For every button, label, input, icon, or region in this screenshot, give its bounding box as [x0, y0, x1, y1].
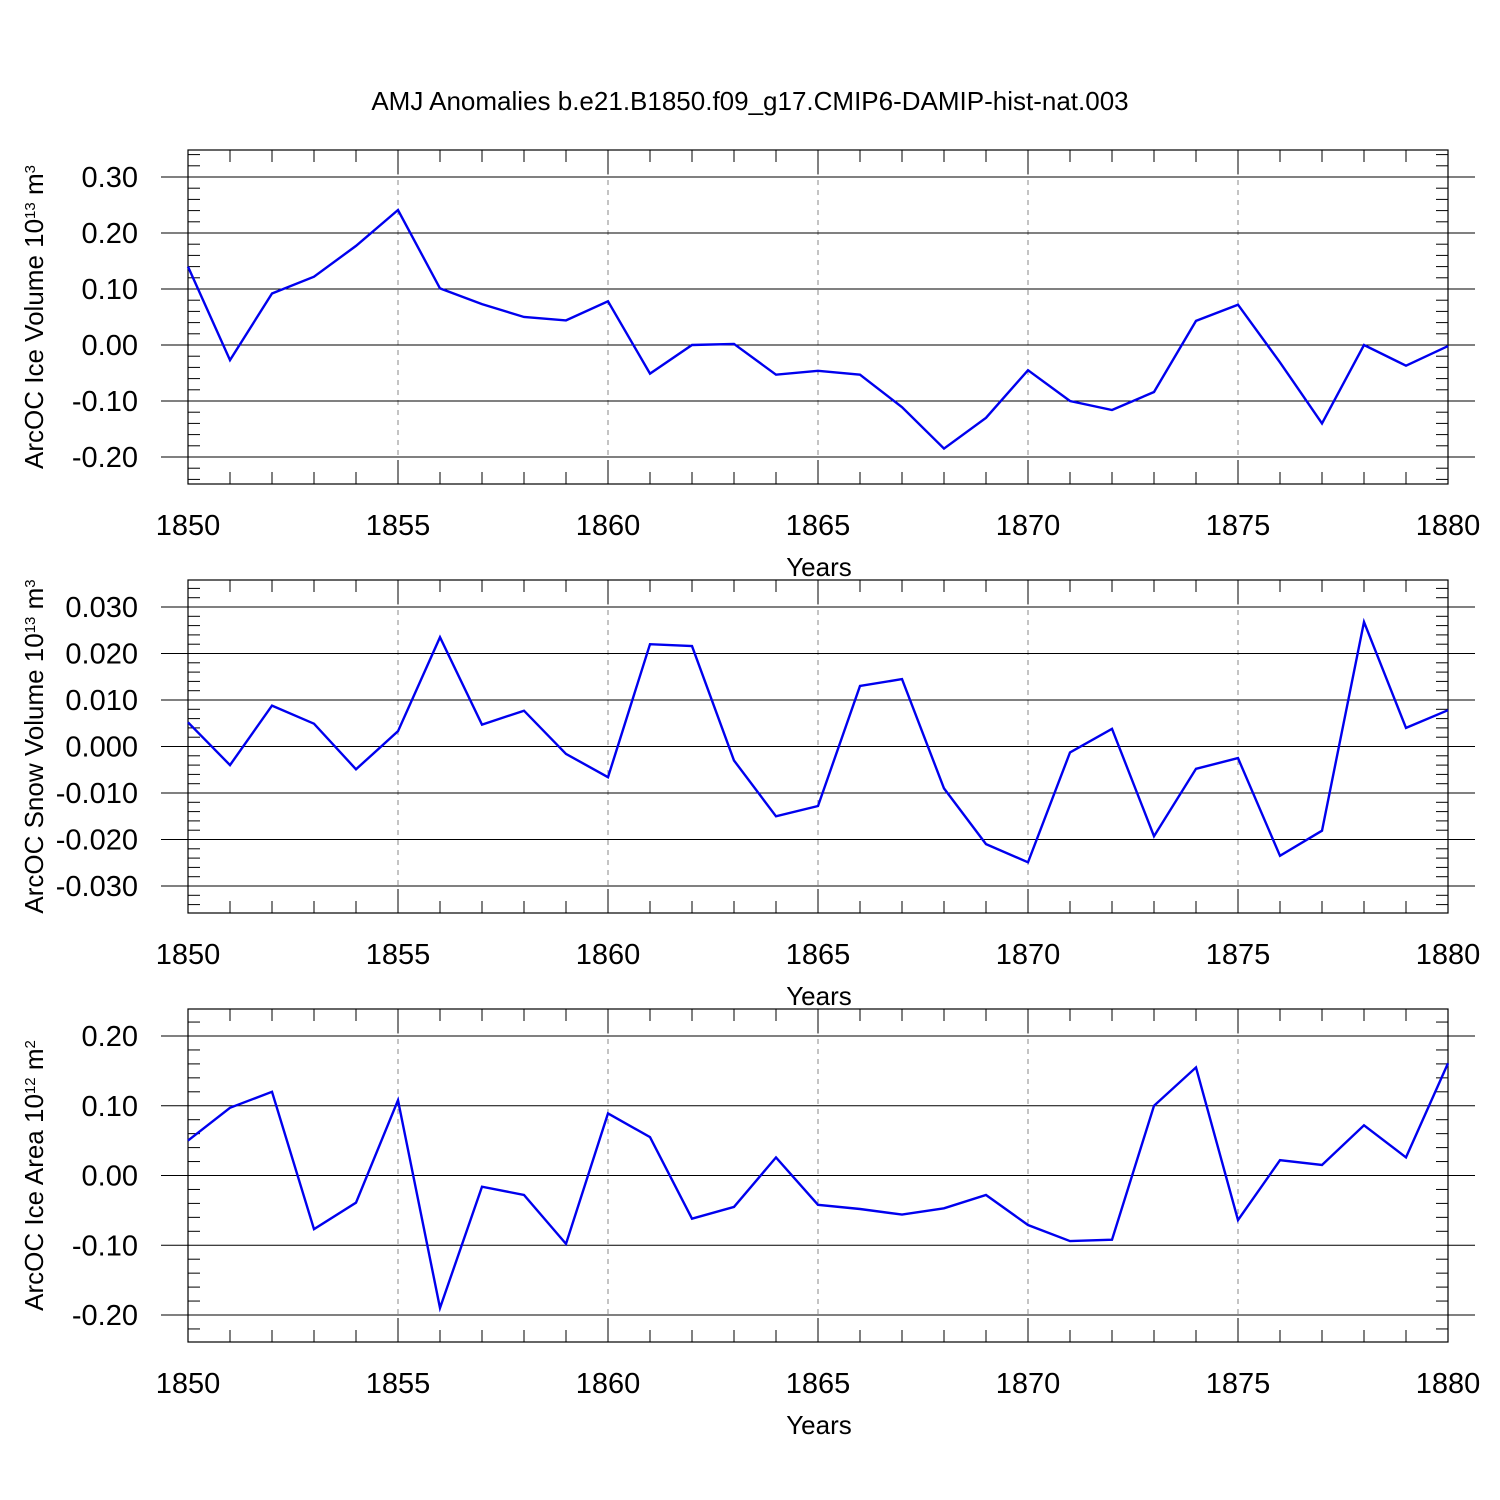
- y-tick-label: 0.20: [82, 1021, 138, 1053]
- y-tick-label: 0.00: [82, 1161, 138, 1193]
- x-tick-label: 1855: [366, 1368, 431, 1400]
- series-line: [186, 208, 1449, 451]
- y-tick-label: -0.10: [72, 1230, 138, 1262]
- series-line: [187, 1062, 1450, 1313]
- y-axis-title: ArcOC Ice Volume 1013 m3: [19, 165, 49, 469]
- x-tick-label: 1860: [576, 939, 641, 971]
- x-tick-label: 1865: [786, 939, 851, 971]
- x-axis-title: Years: [786, 981, 852, 1011]
- x-tick-label: 1875: [1206, 1368, 1271, 1400]
- panel-3: 0.20 0.10 0.00 -0.10 -0.20 1850 1855 1860 1865 18…: [19, 1008, 1481, 1440]
- y-tick-label: -0.010: [56, 778, 138, 810]
- y-tick-label: 0.30: [82, 162, 138, 194]
- x-tick-label: 1860: [576, 1368, 641, 1400]
- x-tick-label: 1880: [1416, 1368, 1481, 1400]
- x-tick-label: 1865: [786, 1368, 851, 1400]
- x-tick-label: 1850: [156, 939, 221, 971]
- x-axis-title: Years: [786, 1410, 852, 1440]
- x-axis-title: Years: [786, 552, 852, 582]
- series-line: [187, 617, 1449, 864]
- y-axis-title: ArcOC Ice Area 1012 m2: [19, 1040, 49, 1311]
- x-tick-label: 1850: [156, 1368, 221, 1400]
- x-tick-label: 1880: [1416, 510, 1481, 542]
- y-tick-label: 0.10: [82, 1091, 138, 1123]
- x-tick-label: 1880: [1416, 939, 1481, 971]
- y-tick-label: -0.10: [72, 386, 138, 418]
- y-tick-label: 0.010: [65, 685, 138, 717]
- panels: 0.30 0.20 0.10 0.00 -0.10 -0.20 1850 1855 1860 18…: [19, 149, 1481, 1440]
- x-tick-label: 1870: [996, 939, 1061, 971]
- x-tick-label: 1860: [576, 510, 641, 542]
- y-tick-label: 0.20: [82, 218, 138, 250]
- figure-title: AMJ Anomalies b.e21.B1850.f09_g17.CMIP6-…: [371, 86, 1128, 116]
- y-tick-label: 0.00: [82, 330, 138, 362]
- y-tick-label: 0.020: [65, 639, 138, 671]
- y-axis-title: ArcOC Snow Volume 1013 m3: [19, 579, 49, 913]
- x-tick-label: 1875: [1206, 510, 1271, 542]
- x-tick-label: 1855: [366, 510, 431, 542]
- panel-2: 0.030 0.020 0.010 0.000 -0.010 -0.020 -0.030 18…: [19, 579, 1480, 1011]
- x-tick-label: 1855: [366, 939, 431, 971]
- x-tick-label: 1870: [996, 510, 1061, 542]
- y-tick-label: 0.030: [65, 592, 138, 624]
- x-tick-label: 1870: [996, 1368, 1061, 1400]
- y-tick-label: -0.20: [72, 1300, 138, 1332]
- x-tick-label: 1850: [156, 510, 221, 542]
- y-tick-label: -0.030: [56, 871, 138, 903]
- y-tick-label: 0.10: [82, 274, 138, 306]
- y-tick-label: -0.020: [56, 825, 138, 857]
- panel-1: 0.30 0.20 0.10 0.00 -0.10 -0.20 1850 1855 1860 18…: [19, 149, 1481, 582]
- x-tick-label: 1875: [1206, 939, 1271, 971]
- y-tick-label: -0.20: [72, 442, 138, 474]
- y-tick-label: 0.000: [65, 732, 138, 764]
- x-tick-label: 1865: [786, 510, 851, 542]
